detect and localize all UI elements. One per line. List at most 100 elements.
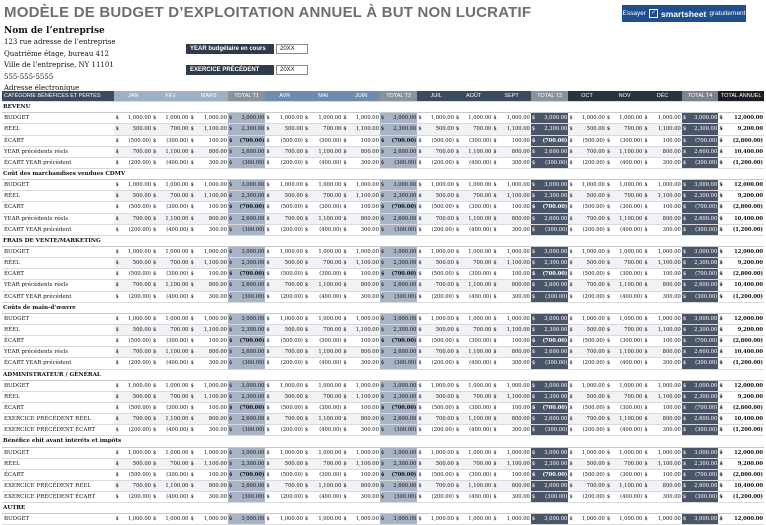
- value-cell[interactable]: $700.00: [454, 391, 493, 403]
- value-cell[interactable]: $2,300.00: [681, 190, 719, 203]
- value-cell[interactable]: $2,300.00: [681, 391, 719, 403]
- value-cell[interactable]: $3,000.00: [530, 246, 569, 259]
- value-cell[interactable]: $1,100.00: [342, 190, 380, 203]
- value-cell[interactable]: $9,200.00: [718, 190, 764, 203]
- value-cell[interactable]: $ (400.00): [303, 291, 343, 303]
- value-cell[interactable]: $1,100.00: [342, 458, 380, 470]
- value-cell[interactable]: $700.00: [568, 146, 606, 158]
- value-cell[interactable]: $500.00: [568, 190, 606, 203]
- value-cell[interactable]: $ (700.00): [379, 335, 418, 348]
- value-cell[interactable]: $1,000.00: [454, 112, 493, 125]
- value-cell[interactable]: $800.00: [643, 213, 682, 225]
- value-cell[interactable]: $2,600.00: [379, 213, 418, 225]
- value-cell[interactable]: $300.00: [643, 224, 682, 236]
- value-cell[interactable]: $700.00: [265, 480, 304, 493]
- value-cell[interactable]: $ (300.00): [681, 291, 719, 303]
- value-cell[interactable]: $1,000.00: [643, 179, 682, 192]
- value-cell[interactable]: $700.00: [114, 346, 152, 359]
- value-cell[interactable]: $ (2,800.00): [718, 268, 764, 281]
- value-cell[interactable]: $2,300.00: [379, 458, 418, 470]
- value-cell[interactable]: $700.00: [417, 413, 455, 426]
- budget-year-input[interactable]: 20XX: [276, 44, 308, 54]
- value-cell[interactable]: $1,100.00: [454, 279, 493, 292]
- value-cell[interactable]: $500.00: [568, 123, 606, 136]
- value-cell[interactable]: $ (700.00): [227, 135, 266, 147]
- value-cell[interactable]: $3,000.00: [681, 313, 719, 325]
- value-cell[interactable]: $100.00: [189, 268, 228, 281]
- value-cell[interactable]: $ (200.00): [265, 357, 304, 370]
- value-cell[interactable]: $ (400.00): [151, 424, 190, 437]
- value-cell[interactable]: $12,000.00: [718, 447, 764, 459]
- value-cell[interactable]: $1,100.00: [189, 458, 228, 470]
- value-cell[interactable]: $800.00: [342, 213, 380, 225]
- org-city[interactable]: Ville de l’entreprise, NY 11101: [4, 61, 114, 70]
- value-cell[interactable]: $1,000.00: [265, 313, 304, 325]
- value-cell[interactable]: $1,000.00: [454, 313, 493, 325]
- value-cell[interactable]: $1,000.00: [417, 112, 455, 125]
- value-cell[interactable]: $700.00: [151, 458, 190, 470]
- value-cell[interactable]: $2,600.00: [379, 346, 418, 359]
- value-cell[interactable]: $2,600.00: [379, 279, 418, 292]
- value-cell[interactable]: $ (300.00): [454, 201, 493, 214]
- value-cell[interactable]: $3,000.00: [681, 179, 719, 192]
- value-cell[interactable]: $700.00: [568, 413, 606, 426]
- value-cell[interactable]: $700.00: [568, 279, 606, 292]
- value-cell[interactable]: $1,100.00: [605, 413, 644, 426]
- value-cell[interactable]: $ (500.00): [265, 402, 304, 415]
- value-cell[interactable]: $1,000.00: [151, 112, 190, 125]
- value-cell[interactable]: $ (400.00): [151, 291, 190, 303]
- value-cell[interactable]: $700.00: [605, 391, 644, 403]
- value-cell[interactable]: $ (300.00): [605, 135, 644, 147]
- value-cell[interactable]: $ (200.00): [417, 491, 455, 504]
- value-cell[interactable]: $2,600.00: [530, 413, 569, 426]
- value-cell[interactable]: $1,100.00: [342, 257, 380, 270]
- value-cell[interactable]: $ (400.00): [151, 491, 190, 504]
- value-cell[interactable]: $ (700.00): [379, 469, 418, 481]
- value-cell[interactable]: $100.00: [342, 469, 380, 481]
- value-cell[interactable]: $ (700.00): [227, 201, 266, 214]
- value-cell[interactable]: $ (1,200.00): [718, 491, 764, 504]
- value-cell[interactable]: $300.00: [342, 424, 380, 437]
- value-cell[interactable]: $1,000.00: [492, 112, 531, 125]
- value-cell[interactable]: $ (400.00): [454, 224, 493, 236]
- value-cell[interactable]: $ (200.00): [114, 357, 152, 370]
- value-cell[interactable]: $500.00: [417, 190, 455, 203]
- value-cell[interactable]: $1,000.00: [605, 447, 644, 459]
- org-name[interactable]: Nom de l’entreprise: [4, 26, 105, 36]
- value-cell[interactable]: $ (300.00): [303, 402, 343, 415]
- value-cell[interactable]: $ (300.00): [605, 335, 644, 348]
- value-cell[interactable]: $ (300.00): [681, 424, 719, 437]
- value-cell[interactable]: $1,100.00: [643, 123, 682, 136]
- value-cell[interactable]: $3,000.00: [227, 179, 266, 192]
- value-cell[interactable]: $ (500.00): [568, 201, 606, 214]
- value-cell[interactable]: $1,000.00: [643, 447, 682, 459]
- value-cell[interactable]: $500.00: [114, 458, 152, 470]
- value-cell[interactable]: $ (500.00): [568, 135, 606, 147]
- value-cell[interactable]: $ (300.00): [530, 491, 569, 504]
- value-cell[interactable]: $9,200.00: [718, 123, 764, 136]
- value-cell[interactable]: $ (700.00): [681, 402, 719, 415]
- value-cell[interactable]: $ (500.00): [265, 469, 304, 481]
- value-cell[interactable]: $500.00: [417, 391, 455, 403]
- value-cell[interactable]: $1,000.00: [114, 513, 152, 525]
- value-cell[interactable]: $1,000.00: [114, 179, 152, 192]
- value-cell[interactable]: $300.00: [189, 357, 228, 370]
- value-cell[interactable]: $3,000.00: [379, 313, 418, 325]
- value-cell[interactable]: $ (300.00): [303, 201, 343, 214]
- value-cell[interactable]: $2,600.00: [681, 346, 719, 359]
- value-cell[interactable]: $ (300.00): [454, 335, 493, 348]
- value-cell[interactable]: $1,000.00: [342, 179, 380, 192]
- value-cell[interactable]: $500.00: [114, 324, 152, 337]
- value-cell[interactable]: $ (200.00): [114, 157, 152, 169]
- value-cell[interactable]: $10,400.00: [718, 480, 764, 493]
- value-cell[interactable]: $1,000.00: [568, 513, 606, 525]
- value-cell[interactable]: $3,000.00: [379, 513, 418, 525]
- value-cell[interactable]: $ (200.00): [265, 157, 304, 169]
- value-cell[interactable]: $800.00: [342, 480, 380, 493]
- value-cell[interactable]: $1,100.00: [605, 279, 644, 292]
- value-cell[interactable]: $300.00: [492, 424, 531, 437]
- value-cell[interactable]: $1,000.00: [568, 380, 606, 392]
- value-cell[interactable]: $ (1,200.00): [718, 224, 764, 236]
- value-cell[interactable]: $3,000.00: [530, 447, 569, 459]
- value-cell[interactable]: $1,000.00: [189, 447, 228, 459]
